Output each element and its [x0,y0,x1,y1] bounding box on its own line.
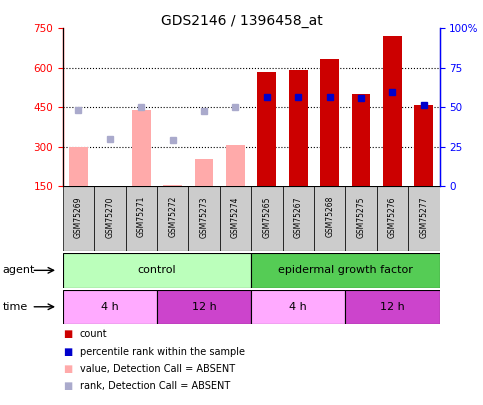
Bar [251,253,440,288]
Text: GDS2146 / 1396458_at: GDS2146 / 1396458_at [161,14,322,28]
Text: GSM75267: GSM75267 [294,196,303,237]
Text: ■: ■ [63,364,72,374]
Bar [132,110,151,186]
Bar [94,186,126,251]
Bar [345,290,440,324]
Bar [226,145,245,186]
Bar [195,159,213,186]
Text: value, Detection Call = ABSENT: value, Detection Call = ABSENT [80,364,235,374]
Bar [257,72,276,186]
Text: ■: ■ [63,329,72,339]
Text: 4 h: 4 h [289,302,307,312]
Text: 12 h: 12 h [380,302,405,312]
Text: epidermal growth factor: epidermal growth factor [278,265,413,275]
Bar [320,59,339,186]
Bar [345,186,377,251]
Bar [126,186,157,251]
Bar [408,186,440,251]
Bar [377,186,408,251]
Text: ■: ■ [63,347,72,356]
Bar [157,290,251,324]
Bar [289,70,308,186]
Bar [283,186,314,251]
Bar [163,185,182,186]
Text: 12 h: 12 h [192,302,216,312]
Bar [63,290,157,324]
Text: GSM75276: GSM75276 [388,196,397,237]
Text: GSM75269: GSM75269 [74,196,83,237]
Text: GSM75265: GSM75265 [262,196,271,237]
Bar [157,186,188,251]
Bar [314,186,345,251]
Text: count: count [80,329,107,339]
Text: GSM75270: GSM75270 [105,196,114,237]
Bar [220,186,251,251]
Bar [251,290,345,324]
Text: time: time [2,302,28,312]
Text: GSM75275: GSM75275 [356,196,366,237]
Text: percentile rank within the sample: percentile rank within the sample [80,347,245,356]
Text: rank, Detection Call = ABSENT: rank, Detection Call = ABSENT [80,382,230,391]
Text: GSM75272: GSM75272 [168,196,177,237]
Text: GSM75277: GSM75277 [419,196,428,237]
Text: agent: agent [2,265,35,275]
Text: 4 h: 4 h [101,302,119,312]
Bar [251,186,283,251]
Bar [352,94,370,186]
Bar [414,104,433,186]
Text: GSM75268: GSM75268 [325,196,334,237]
Text: ■: ■ [63,382,72,391]
Bar [188,186,220,251]
Bar [69,147,88,186]
Bar [63,253,251,288]
Bar [63,186,94,251]
Text: GSM75271: GSM75271 [137,196,146,237]
Text: GSM75274: GSM75274 [231,196,240,237]
Text: control: control [138,265,176,275]
Text: GSM75273: GSM75273 [199,196,209,237]
Bar [383,36,402,186]
